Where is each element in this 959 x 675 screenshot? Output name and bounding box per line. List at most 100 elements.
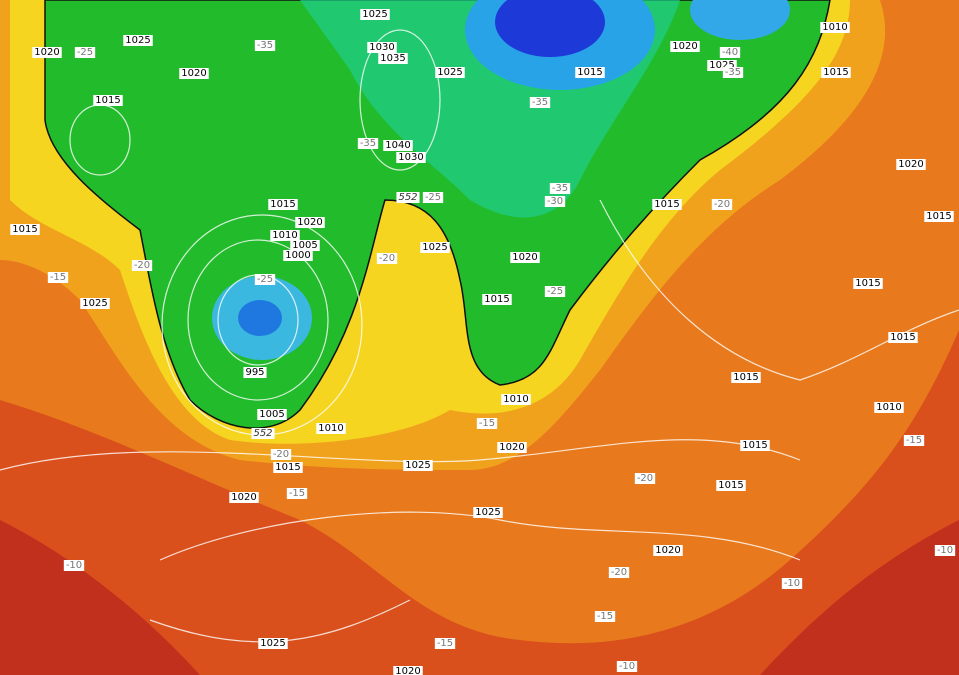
isobar-label: 1020 [34,47,59,58]
isobar-label: 1025 [362,9,387,20]
label-box [290,240,320,251]
isobar-label: 1005 [292,240,317,251]
temperature-label: -20 [611,567,627,578]
height-label: 552 [253,428,272,439]
isobar-label: 1015 [12,224,37,235]
label-box [179,68,209,79]
label-box [251,428,275,439]
isobar-label: 1025 [125,35,150,46]
label-box [820,22,850,33]
temperature-label: -20 [714,199,730,210]
label-box [903,435,925,446]
isobar-label: 1020 [231,492,256,503]
label-box [781,578,803,589]
label-box [476,418,498,429]
isobar-label: 1010 [876,402,901,413]
isobar-label: 1030 [398,152,423,163]
label-box [575,67,605,78]
label-box [740,440,770,451]
label-box [254,274,276,285]
isobar-label: 1015 [95,95,120,106]
label-box [360,9,390,20]
isobar-label: 1015 [577,67,602,78]
temperature-label: -30 [547,196,563,207]
isobar-label: 1020 [898,159,923,170]
isobar-label: 1025 [260,638,285,649]
isobar-label: 1010 [822,22,847,33]
isobar-label: 1020 [499,442,524,453]
label-box [270,449,292,460]
isobar-label: 1010 [318,423,343,434]
label-box [229,492,259,503]
label-box [501,394,531,405]
label-box [257,409,287,420]
label-box [896,159,926,170]
label-box [544,196,566,207]
isobar-label: 1025 [709,60,734,71]
label-box [924,211,954,222]
isobar-label: 1015 [926,211,951,222]
temperature-label: -20 [273,449,289,460]
isobar-label: 1015 [270,199,295,210]
temperature-label: -35 [532,97,548,108]
isobar-label: 1020 [297,217,322,228]
cold-pool [690,0,790,40]
isobar-label: 1015 [855,278,880,289]
label-box [268,199,298,210]
label-box [482,294,512,305]
temperature-label: -25 [257,274,273,285]
label-box [270,230,300,241]
label-box [32,47,62,58]
label-box [383,140,413,151]
isobar-label: 1010 [272,230,297,241]
isobar-label: 1015 [890,332,915,343]
label-box [93,95,123,106]
label-box [420,242,450,253]
label-box [63,560,85,571]
temperature-label: -15 [479,418,495,429]
temperature-label: -15 [906,435,922,446]
label-box [258,638,288,649]
label-box [80,298,110,309]
temperature-label: -10 [66,560,82,571]
label-box [422,192,444,203]
label-box [670,41,700,52]
temperature-label: -15 [597,611,613,622]
label-box [123,35,153,46]
label-box [653,545,683,556]
label-box [357,138,379,149]
temperature-label: -35 [725,67,741,78]
label-box [719,47,741,58]
label-box [821,67,851,78]
label-box [47,272,69,283]
label-box [874,402,904,413]
isobar-label: 1025 [405,460,430,471]
label-box [473,507,503,518]
label-box [722,67,744,78]
isobar-label: 1035 [380,53,405,64]
temperature-label: -25 [77,47,93,58]
label-box [273,462,303,473]
temperature-label: -25 [547,286,563,297]
label-box [295,217,325,228]
label-box [608,567,630,578]
labels: 1025102010251020101510301035102510201025… [10,9,956,675]
temperature-label: -20 [134,260,150,271]
isobar-label: 1000 [285,250,310,261]
height-label: 552 [398,192,417,203]
isobar-label: 1020 [512,252,537,263]
label-box [10,224,40,235]
temperature-label: -25 [425,192,441,203]
isobar-label: 1025 [475,507,500,518]
temperature-label: -35 [360,138,376,149]
label-box [731,372,761,383]
isobar-label: 1015 [823,67,848,78]
isobar-label: 1020 [395,666,420,675]
temperature-label: -15 [50,272,66,283]
low-core [238,300,282,336]
isobar-label: 1020 [655,545,680,556]
isobar-label: 1015 [733,372,758,383]
isobar-label: 1010 [503,394,528,405]
label-box [435,67,465,78]
